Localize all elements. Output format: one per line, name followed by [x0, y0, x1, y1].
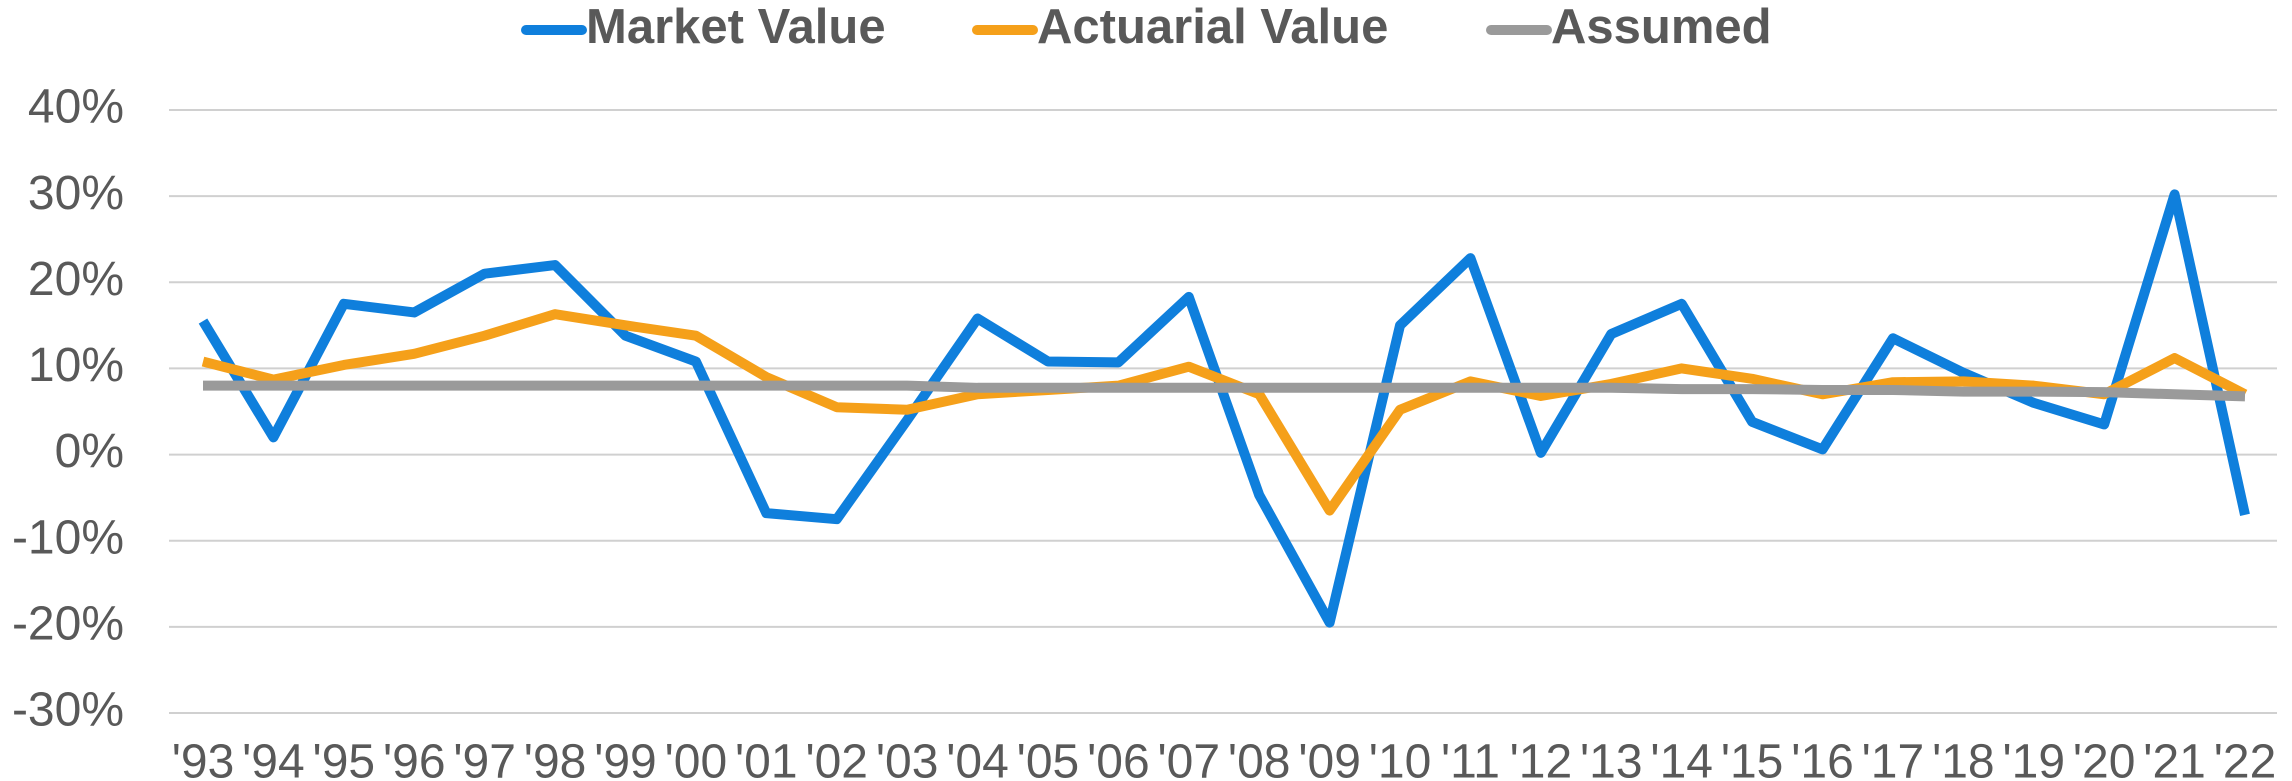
x-tick-label: '22: [2214, 736, 2277, 781]
x-tick-label: '12: [1510, 736, 1573, 781]
y-tick-label: -10%: [12, 511, 124, 564]
x-tick-label: '17: [1862, 736, 1925, 781]
x-tick-label: '95: [313, 736, 376, 781]
x-tick-label: '06: [1087, 736, 1150, 781]
x-tick-label: '04: [946, 736, 1009, 781]
x-tick-label: '08: [1228, 736, 1291, 781]
x-tick-label: '18: [1932, 736, 1995, 781]
x-tick-label: '13: [1580, 736, 1643, 781]
x-tick-label: '14: [1650, 736, 1713, 781]
x-tick-label: '05: [1017, 736, 1080, 781]
y-tick-label: 20%: [28, 253, 124, 306]
y-tick-label: -20%: [12, 598, 124, 651]
x-tick-label: '03: [876, 736, 939, 781]
y-tick-label: -30%: [12, 684, 124, 737]
legend-label: Market Value: [586, 0, 886, 54]
x-tick-label: '07: [1158, 736, 1221, 781]
x-tick-label: '94: [242, 736, 305, 781]
series-line: [198, 189, 2250, 628]
series-line: [203, 380, 2246, 402]
series-line: [201, 309, 2248, 516]
legend-label: Assumed: [1551, 0, 1772, 54]
x-tick-label: '10: [1369, 736, 1432, 781]
x-tick-label: '16: [1791, 736, 1854, 781]
x-tick-label: '00: [665, 736, 728, 781]
y-tick-label: 40%: [28, 81, 124, 134]
y-tick-label: 10%: [28, 339, 124, 392]
x-tick-label: '11: [1441, 736, 1500, 781]
x-tick-label: '96: [383, 736, 446, 781]
x-tick-label: '97: [453, 736, 516, 781]
x-tick-label: '98: [524, 736, 587, 781]
legend-label: Actuarial Value: [1037, 0, 1388, 54]
x-tick-label: '93: [172, 736, 235, 781]
x-tick-label: '99: [594, 736, 657, 781]
y-tick-label: 30%: [28, 167, 124, 220]
x-tick-label: '15: [1721, 736, 1784, 781]
x-tick-label: '09: [1298, 736, 1361, 781]
x-tick-label: '02: [805, 736, 868, 781]
x-tick-label: '21: [2143, 736, 2206, 781]
y-tick-label: 0%: [55, 425, 124, 478]
x-tick-label: '01: [735, 736, 798, 781]
x-tick-label: '19: [2002, 736, 2065, 781]
x-tick-label: '20: [2073, 736, 2136, 781]
